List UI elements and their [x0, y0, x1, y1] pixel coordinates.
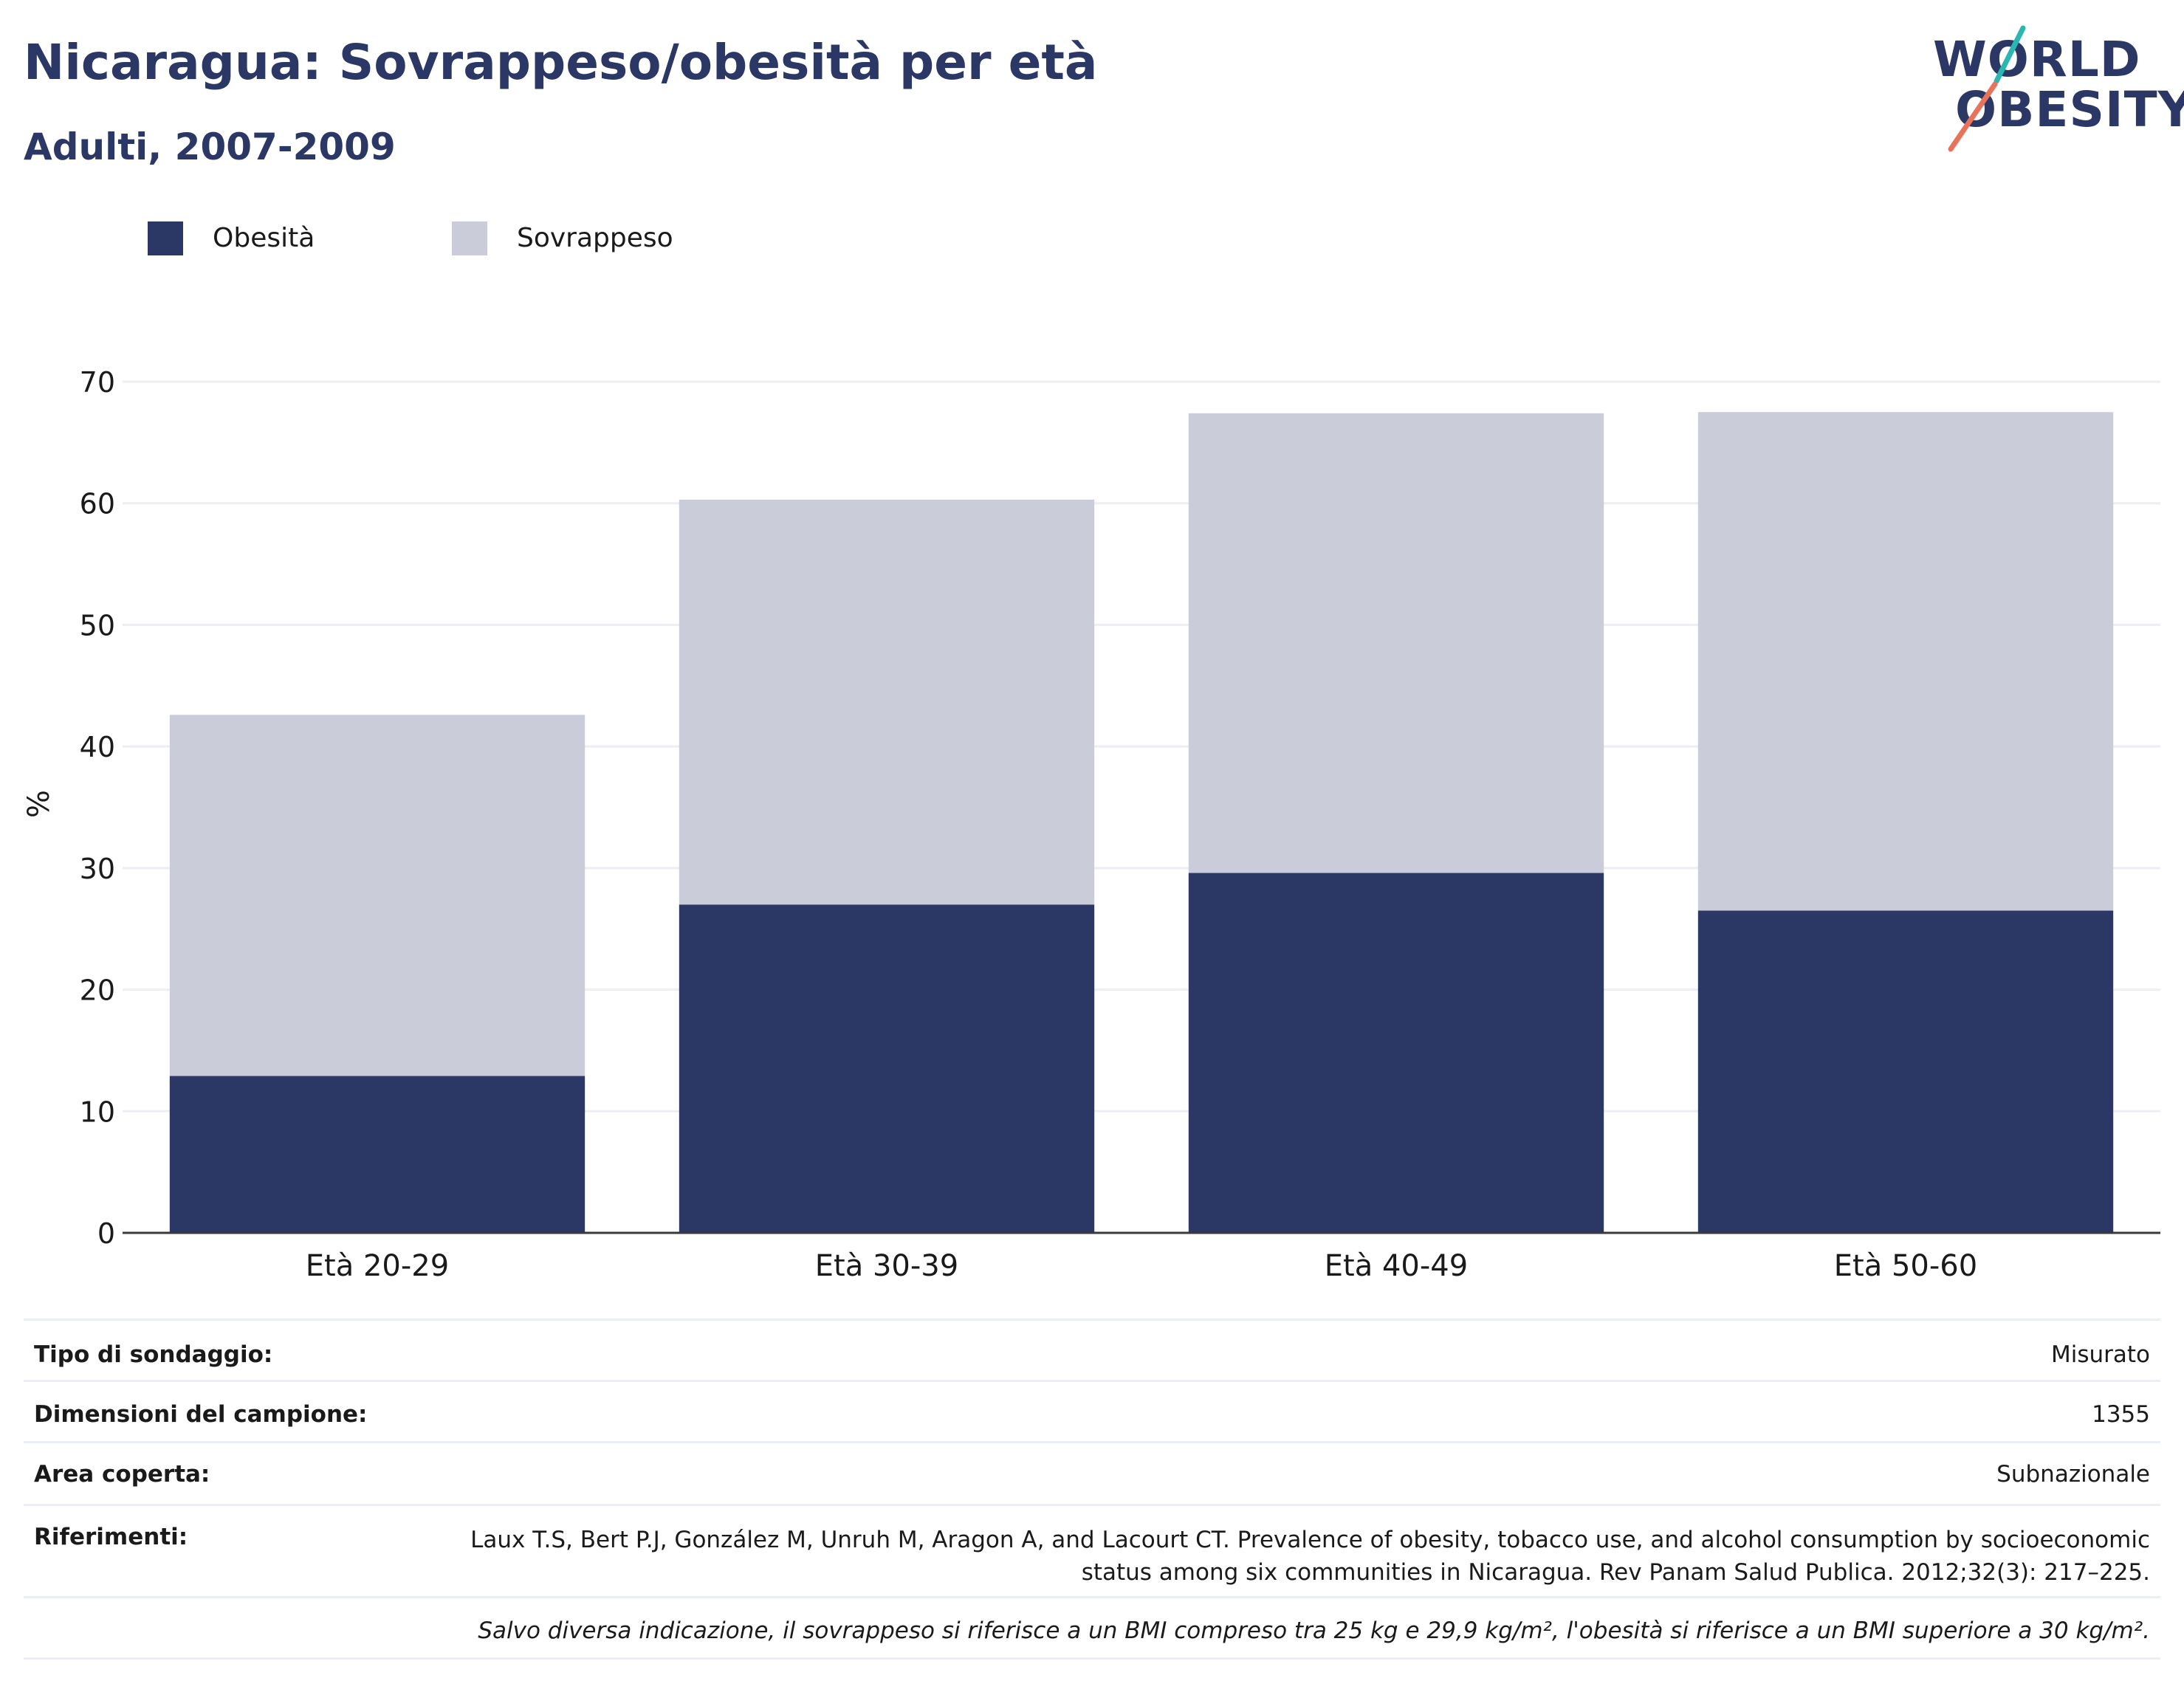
footnote-text: Salvo diversa indicazione, il sovrappeso…	[478, 1617, 2150, 1644]
logo-slash-icon	[1948, 25, 2026, 152]
chart-subtitle: Adulti, 2007-2009	[24, 126, 396, 168]
y-tick-label: 40	[80, 731, 115, 763]
info-row-footnote: Salvo diversa indicazione, il sovrappeso…	[24, 1596, 2160, 1660]
bar-sovrappeso	[1188, 413, 1604, 873]
x-tick-label: Età 40-49	[1325, 1249, 1468, 1283]
bar-obesita	[169, 1076, 586, 1233]
legend-swatch-obesita	[148, 221, 183, 255]
chart-title: Nicaragua: Sovrappeso/obesità per età	[24, 34, 1098, 91]
info-row-references: Riferimenti: Laux T.S, Bert P.J, Gonzále…	[24, 1504, 2160, 1596]
info-label: Area coperta:	[34, 1461, 210, 1488]
y-tick-label: 60	[80, 488, 115, 520]
world-obesity-logo: WORLD OBESITY	[1926, 22, 2184, 155]
bar-sovrappeso	[679, 499, 1095, 905]
info-value: Subnazionale	[1996, 1461, 2150, 1488]
info-label: Dimensioni del campione:	[34, 1401, 368, 1428]
info-row-sample-size: Dimensioni del campione: 1355	[24, 1380, 2160, 1441]
y-tick-label: 10	[80, 1096, 115, 1128]
y-tick-label: 30	[80, 853, 115, 885]
info-row-survey-type: Tipo di sondaggio: Misurato	[24, 1318, 2160, 1380]
legend-label-sovrappeso: Sovrappeso	[517, 223, 673, 253]
survey-info-table: Tipo di sondaggio: Misurato Dimensioni d…	[24, 1318, 2160, 1660]
bar-sovrappeso	[1697, 412, 2114, 911]
bar-sovrappeso	[169, 715, 586, 1076]
legend-swatch-sovrappeso	[452, 221, 487, 255]
info-row-area: Area coperta: Subnazionale	[24, 1441, 2160, 1504]
bar-obesita	[1188, 873, 1604, 1233]
y-tick-label: 50	[80, 609, 115, 642]
info-label: Riferimenti:	[34, 1524, 188, 1550]
y-tick-label: 20	[80, 974, 115, 1007]
y-tick-label: 70	[80, 366, 115, 399]
x-tick-label: Età 30-39	[815, 1249, 958, 1283]
bar-obesita	[1697, 910, 2114, 1233]
info-label: Tipo di sondaggio:	[34, 1341, 273, 1368]
info-value: Misurato	[2050, 1341, 2150, 1368]
y-tick-label: 0	[97, 1217, 115, 1250]
bar-obesita	[679, 904, 1095, 1233]
x-tick-label: Età 50-60	[1834, 1249, 1977, 1283]
x-tick-label: Età 20-29	[306, 1249, 449, 1283]
info-value: 1355	[2092, 1401, 2150, 1428]
bar-chart: 0 10 20 30 40 50 60 70 Età 20-29 Età 30-39 Età 40-…	[80, 366, 2160, 1283]
legend-label-obesita: Obesità	[213, 223, 315, 253]
info-value: Laux T.S, Bert P.J, González M, Unruh M,…	[470, 1527, 2150, 1586]
logo-line2: OBESITY	[1955, 81, 2184, 138]
logo-line1: WORLD	[1933, 31, 2141, 88]
